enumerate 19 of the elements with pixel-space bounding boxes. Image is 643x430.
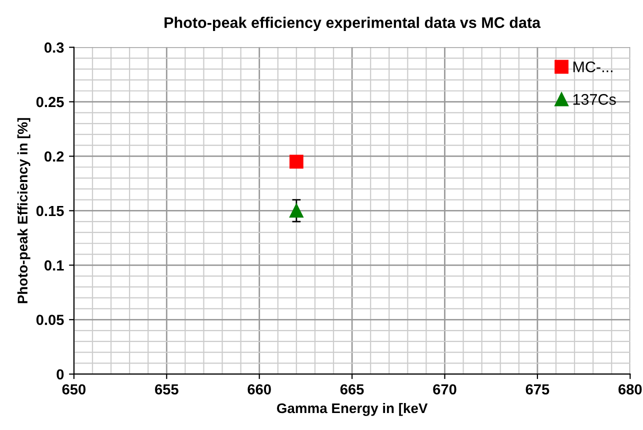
y-tick-label: 0.25: [36, 96, 64, 108]
y-tick-label: 0: [56, 369, 64, 380]
x-tick-label: 670: [433, 384, 456, 395]
x-tick-label: 655: [155, 384, 178, 395]
x-tick-label: 650: [62, 384, 86, 395]
legend-label: MC-...: [573, 61, 612, 72]
y-axis-title: Photo-peak Efficiency in [%]: [17, 118, 30, 304]
legend-label: 137Cs: [573, 94, 616, 105]
y-tick-label: 0.05: [36, 314, 64, 326]
y-tick-label: 0.3: [44, 42, 64, 53]
y-tick-label: 0.15: [36, 206, 64, 216]
y-tick-label: 0.2: [44, 151, 64, 162]
y-tick-label: 0.1: [44, 260, 64, 271]
x-tick-label: 665: [340, 384, 364, 395]
x-axis-title: Gamma Energy in [keV: [276, 402, 428, 416]
x-tick-label: 680: [618, 384, 642, 395]
x-tick-label: 660: [248, 384, 271, 395]
chart-title: Photo-peak efficiency experimental data vs MC data: [164, 16, 541, 32]
x-tick-label: 675: [526, 384, 550, 395]
